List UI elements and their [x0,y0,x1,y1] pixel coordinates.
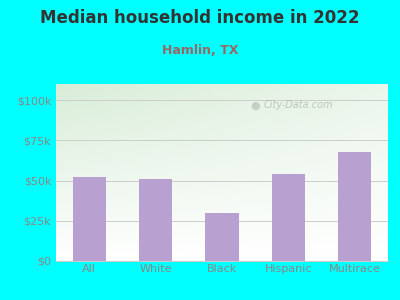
Text: ●: ● [250,100,260,110]
Bar [272,174,305,261]
Bar [73,177,106,261]
Text: Hamlin, TX: Hamlin, TX [162,44,238,56]
Bar [206,213,238,261]
Bar [338,152,372,261]
Bar [139,179,172,261]
Text: Median household income in 2022: Median household income in 2022 [40,9,360,27]
Text: City-Data.com: City-Data.com [264,100,333,110]
